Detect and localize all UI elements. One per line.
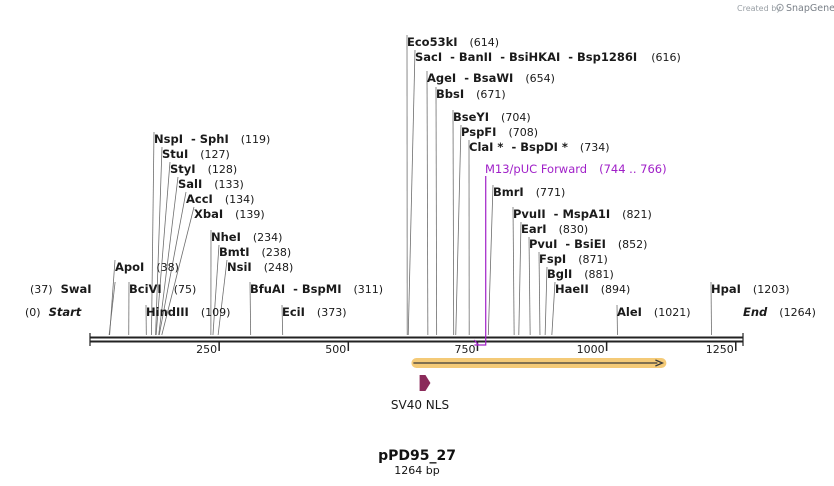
site-label-nsii[interactable]: NsiI (248) (227, 260, 293, 274)
orf-arrow[interactable] (411, 358, 667, 368)
site-label-pvuii[interactable]: PvuII - MspA1I (821) (513, 207, 652, 221)
site-label-eari[interactable]: EarI (830) (521, 222, 588, 236)
leader-bbsi (435, 86, 438, 336)
plasmid-length: 1264 bp (394, 464, 439, 477)
axis-tick-label: 1250 (706, 343, 734, 356)
site-label-nhei[interactable]: NheI (234) (211, 230, 282, 244)
leader-bfuai (249, 281, 252, 336)
leader-acci (158, 191, 187, 336)
site-label-pspfi[interactable]: PspFI (708) (461, 125, 538, 139)
site-label-agei[interactable]: AgeI - BsaWI (654) (427, 71, 555, 85)
site-label-fspi[interactable]: FspI (871) (539, 252, 608, 266)
leader-pvuii (512, 206, 515, 336)
leader-stui (155, 146, 163, 336)
axis-tick-label: 500 (325, 343, 346, 356)
leader-sali (158, 176, 179, 336)
axis-tick-label: 250 (196, 343, 217, 356)
site-label-nspi[interactable]: NspI - SphI (119) (154, 132, 270, 146)
sv40-nls-label[interactable]: SV40 NLS (391, 398, 449, 412)
primer-label[interactable]: M13/pUC Forward (744 .. 766) (485, 162, 667, 176)
site-label-styi[interactable]: StyI (128) (170, 162, 237, 176)
plasmid-name: pPD95_27 (378, 448, 456, 464)
site-label-bcivi[interactable]: BciVI (75) (129, 282, 196, 296)
site-label-pvui[interactable]: PvuI - BsiEI (852) (529, 237, 647, 251)
site-label-acci[interactable]: AccI (134) (186, 192, 254, 206)
leader-bseyi (452, 109, 455, 336)
credit-brand: SnapGene (786, 3, 834, 14)
leader-pvui (528, 236, 531, 336)
axis-tick-label: 750 (454, 343, 475, 356)
orf-line (413, 359, 665, 367)
primer-marker[interactable] (473, 176, 487, 346)
leader-ecii (281, 304, 284, 336)
site-label-swai[interactable]: (37) SwaI (30, 282, 92, 296)
leader-bmri (487, 184, 494, 336)
site-label-hpai[interactable]: HpaI (1203) (711, 282, 789, 296)
leader-pspfi (455, 124, 462, 336)
leader-eari (518, 221, 522, 336)
leader-haeii (551, 281, 556, 336)
leader-saci (407, 49, 416, 336)
leader-swai (108, 281, 116, 336)
start-label: (0) Start (25, 305, 82, 319)
site-label-bmti[interactable]: BmtI (238) (219, 245, 291, 259)
site-label-stui[interactable]: StuI (127) (162, 147, 230, 161)
sv40-nls-feature[interactable] (419, 375, 431, 391)
site-label-saci[interactable]: SacI - BanII - BsiHKAI - Bsp1286I (616) (415, 50, 681, 64)
axis-tick-label: 1000 (577, 343, 605, 356)
site-label-xbai[interactable]: XbaI (139) (194, 207, 265, 221)
leader-agei (426, 70, 429, 336)
leader-bmti (212, 244, 220, 336)
site-label-bgli[interactable]: BglI (881) (547, 267, 614, 281)
site-label-apoi[interactable]: ApoI (38) (115, 260, 179, 274)
leader-fspi (538, 251, 541, 336)
axis-ticks: 250 500 750 1000 1250 (196, 342, 737, 356)
site-label-sali[interactable]: SalI (133) (178, 177, 244, 191)
leader-nsii (217, 259, 228, 336)
credit-text: Created by (737, 4, 781, 13)
site-label-bfuai[interactable]: BfuAI - BspMI (311) (250, 282, 383, 296)
site-label-hindiii[interactable]: HindIII (109) (146, 305, 230, 319)
dna-backbone (89, 333, 744, 346)
site-label-bbsi[interactable]: BbsI (671) (436, 87, 506, 101)
leader-xbai (161, 206, 195, 336)
leader-nspi (151, 131, 155, 336)
features: SV40 NLS (391, 358, 667, 412)
site-label-eco53ki[interactable]: Eco53kI (614) (407, 35, 499, 49)
site-label-alei[interactable]: AleI (1021) (617, 305, 691, 319)
snapgene-credit: Created by SnapGene (737, 3, 834, 14)
site-label-haeii[interactable]: HaeII (894) (555, 282, 630, 296)
site-label-bmri[interactable]: BmrI (771) (493, 185, 565, 199)
site-label-ecii[interactable]: EciI (373) (282, 305, 347, 319)
site-leader-lines (108, 34, 712, 336)
site-label-clai[interactable]: ClaI * - BspDI * (734) (469, 140, 610, 154)
end-label: End (1264) (743, 305, 816, 319)
leader-styi (155, 161, 171, 336)
nls-arrow-shape[interactable] (419, 375, 431, 391)
site-label-bseyi[interactable]: BseYI (704) (453, 110, 531, 124)
leader-bgli (544, 266, 548, 336)
primer-arrow[interactable] (473, 176, 487, 346)
site-labels: Eco53kI (614) SacI - BanII - BsiHKAI - Bsp1286I… (25, 35, 816, 319)
snapgene-logo-icon (776, 3, 784, 12)
